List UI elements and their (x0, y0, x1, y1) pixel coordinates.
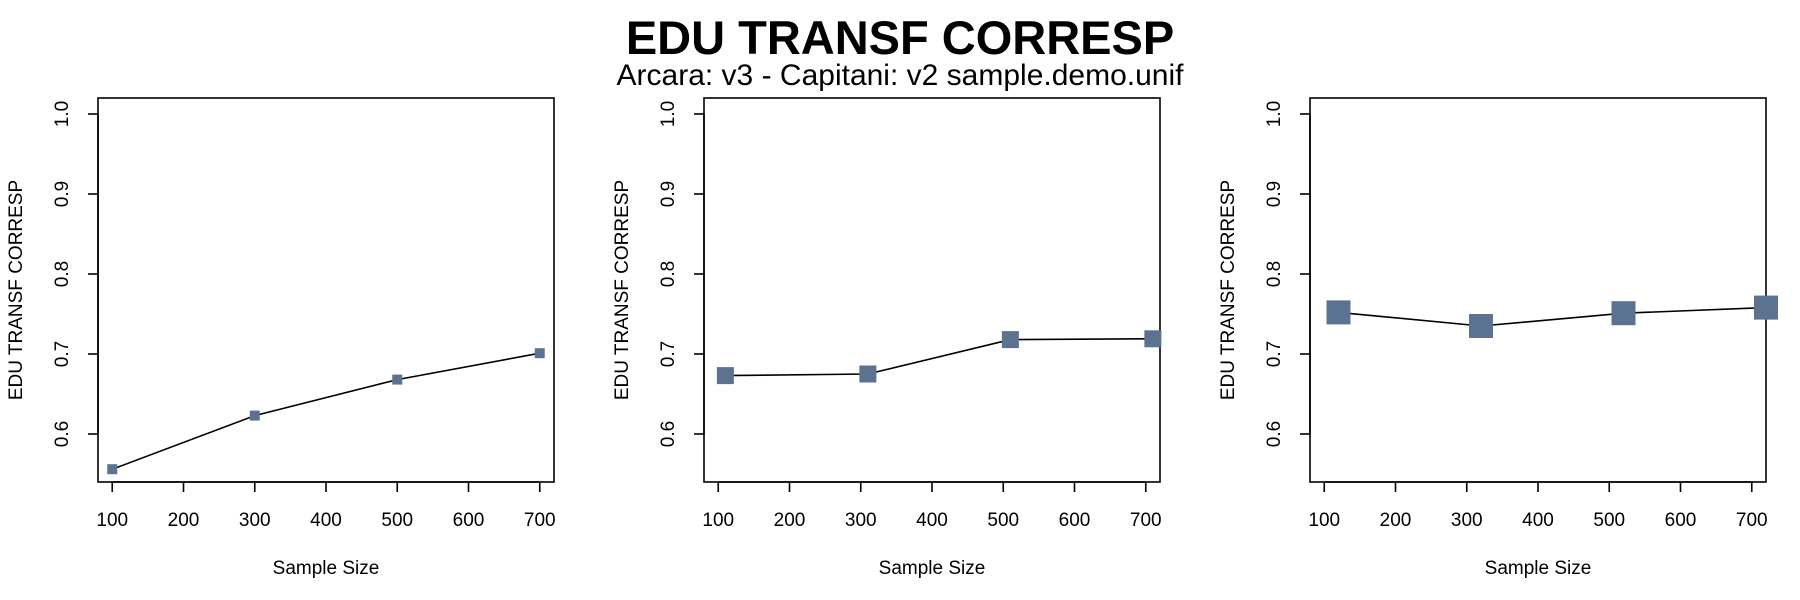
figure-title: EDU TRANSF CORRESP (625, 11, 1175, 64)
y-tick-label: 0.9 (1264, 181, 1285, 207)
data-point (534, 348, 545, 359)
data-point (716, 367, 734, 385)
x-tick-label: 100 (1308, 510, 1340, 531)
series-line (112, 352, 540, 470)
x-tick-label: 300 (239, 510, 271, 531)
y-tick-label: 0.7 (52, 341, 73, 367)
x-tick-label: 700 (1130, 510, 1162, 531)
x-tick-label: 400 (916, 510, 948, 531)
y-tick-label: 1.0 (1264, 101, 1285, 127)
data-point (1754, 295, 1778, 320)
data-point (1144, 330, 1162, 348)
data-point (859, 365, 877, 383)
y-tick-label: 0.6 (52, 421, 73, 447)
x-axis-title: Sample Size (1485, 558, 1592, 579)
data-point (1001, 331, 1019, 349)
x-tick-label: 100 (96, 510, 128, 531)
y-tick-label: 0.8 (658, 261, 679, 287)
x-tick-label: 600 (1665, 510, 1697, 531)
data-point (107, 464, 118, 475)
x-tick-label: 700 (1736, 510, 1768, 531)
chart-panel-2: 100 200 300 400 500 600 700 0.6 0.7 0.8 0.9 1.0 Samp… (612, 97, 1162, 579)
x-tick-label: 600 (453, 510, 485, 531)
data-point (392, 374, 403, 385)
x-tick-label: 400 (310, 510, 342, 531)
figure-subtitle: Arcara: v3 - Capitani: v2 sample.demo.un… (616, 59, 1184, 92)
y-tick-label: 0.7 (1264, 341, 1285, 367)
y-tick-label: 0.8 (1264, 261, 1285, 287)
y-axis-title: EDU TRANSF CORRESP (6, 180, 27, 400)
y-tick-label: 0.7 (658, 341, 679, 367)
x-tick-label: 100 (702, 510, 734, 531)
data-point (1469, 314, 1493, 338)
x-tick-label: 300 (1451, 510, 1483, 531)
series-line (725, 338, 1153, 377)
x-tick-label: 500 (1593, 510, 1625, 531)
x-tick-label: 200 (774, 510, 806, 531)
series-line (1338, 306, 1767, 327)
data-point (1326, 300, 1351, 325)
plot-frame (97, 97, 555, 483)
x-tick-label: 500 (987, 510, 1019, 531)
x-tick-label: 600 (1059, 510, 1091, 531)
y-axis-title: EDU TRANSF CORRESP (612, 180, 633, 400)
y-tick-label: 1.0 (52, 101, 73, 127)
x-tick-label: 400 (1522, 510, 1554, 531)
x-axis-title: Sample Size (273, 558, 380, 579)
chart-panel-1: 100 200 300 400 500 600 700 0.6 0.7 0.8 0.9 1.0 Samp… (6, 97, 556, 579)
y-tick-label: 1.0 (658, 101, 679, 127)
x-tick-label: 700 (524, 510, 556, 531)
y-tick-label: 0.9 (658, 181, 679, 207)
x-tick-label: 300 (845, 510, 877, 531)
plot-frame (1309, 97, 1767, 483)
x-tick-label: 200 (1380, 510, 1412, 531)
chart-panel-3: 100 200 300 400 500 600 700 0.6 0.7 0.8 0.9 1.0 Samp… (1218, 97, 1778, 579)
data-point (249, 410, 260, 421)
y-axis-title: EDU TRANSF CORRESP (1218, 180, 1239, 400)
plot-frame (703, 97, 1161, 483)
x-axis-title: Sample Size (879, 558, 986, 579)
x-tick-label: 500 (381, 510, 413, 531)
y-tick-label: 0.6 (658, 421, 679, 447)
y-tick-label: 0.6 (1264, 421, 1285, 447)
y-tick-label: 0.9 (52, 181, 73, 207)
y-tick-label: 0.8 (52, 261, 73, 287)
data-point (1611, 301, 1636, 326)
x-tick-label: 200 (168, 510, 200, 531)
